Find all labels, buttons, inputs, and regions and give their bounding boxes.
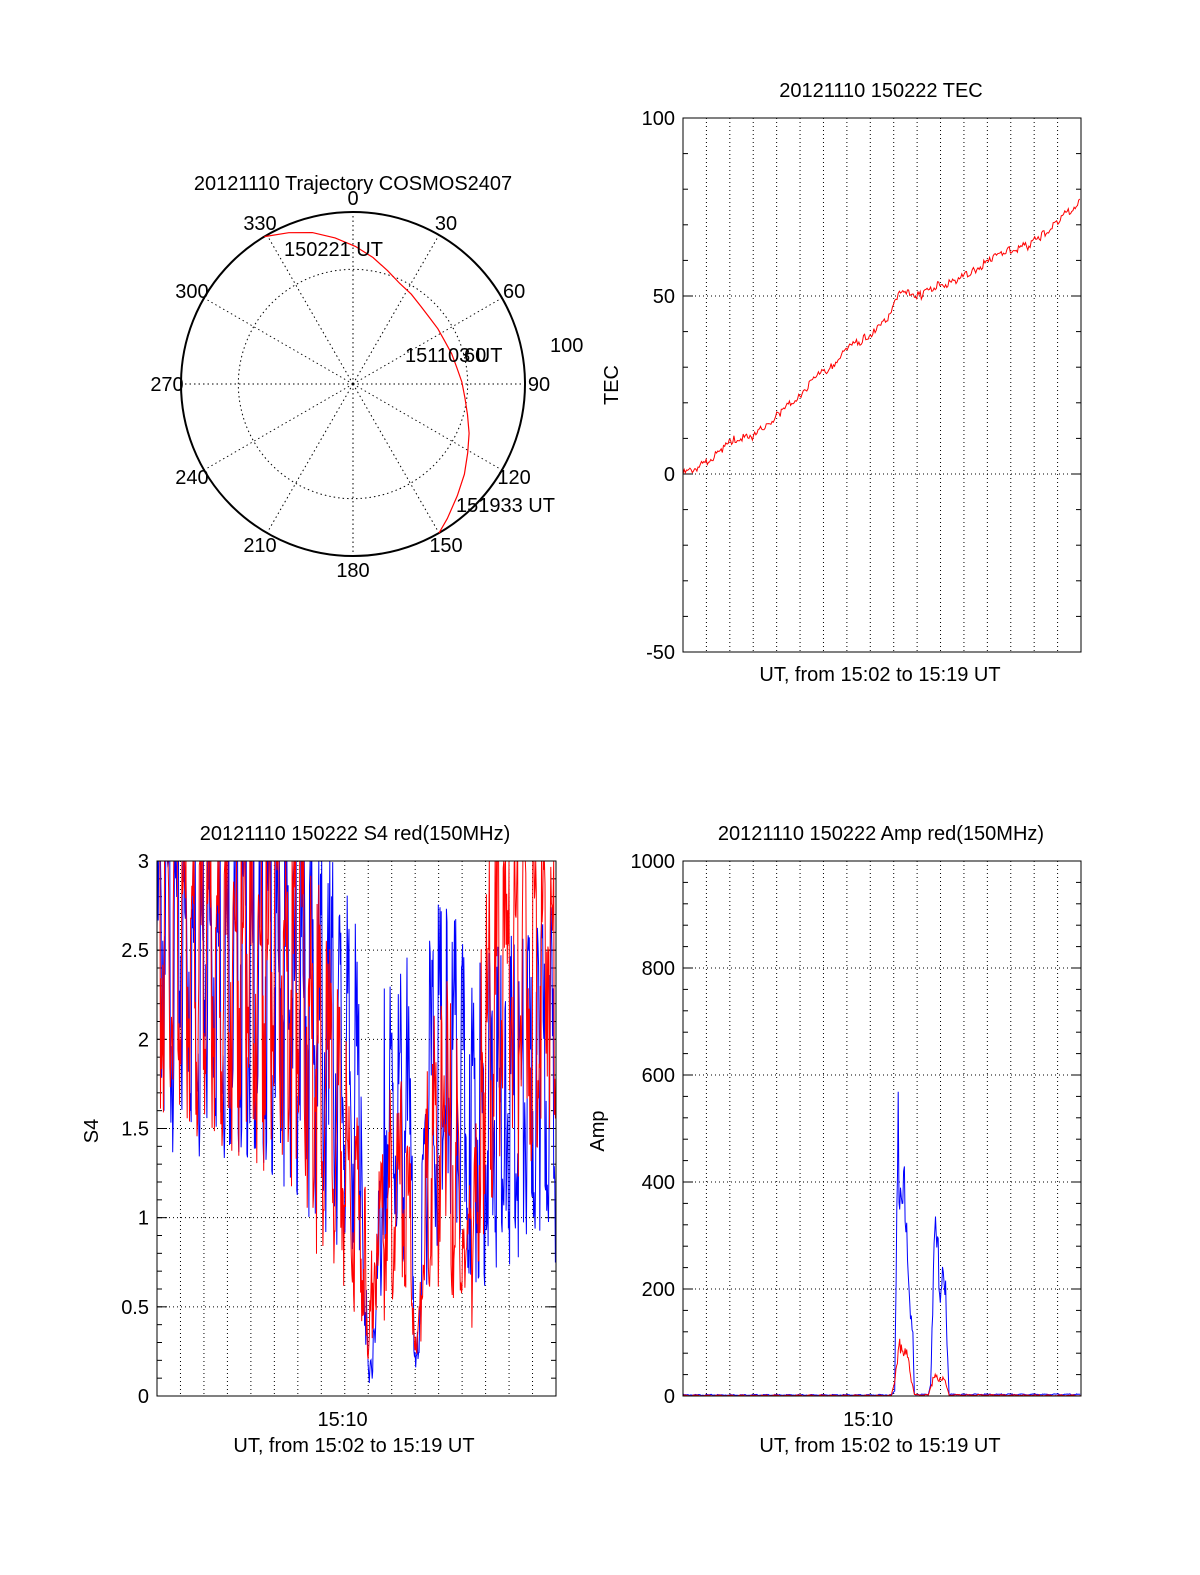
polar-spoke xyxy=(266,383,354,534)
trajectory-end-label: 151933 UT xyxy=(456,495,555,517)
tec-tick-labels: -50 0 50 100 xyxy=(642,108,675,664)
polar-angle-label: 270 xyxy=(150,374,183,396)
y-tick-label: 0 xyxy=(664,1386,675,1408)
polar-angle-label: 0 xyxy=(347,188,358,210)
x-tick-label: 15:10 xyxy=(843,1409,893,1431)
polar-angle-label: 30 xyxy=(435,213,457,235)
tec-title: 20121110 150222 TEC xyxy=(779,80,983,102)
amp-tick-labels: 0 200 400 600 800 1000 15:10 xyxy=(631,851,894,1431)
amp-title: 20121110 150222 Amp red(150MHz) xyxy=(718,823,1044,845)
polar-grid xyxy=(180,211,526,557)
x-tick-label: 15:10 xyxy=(318,1409,368,1431)
s4-chart: 20121110 150222 S4 red(150MHz) 0 0.5 1 1.5 2… xyxy=(81,823,557,1457)
polar-spoke xyxy=(203,297,354,385)
polar-spoke xyxy=(352,234,440,385)
polar-horizon-label: 100 xyxy=(550,335,583,357)
polar-angle-label: 90 xyxy=(528,374,550,396)
series-line xyxy=(683,1338,1081,1397)
polar-ring-label: 60 xyxy=(464,345,486,367)
polar-angle-label: 210 xyxy=(243,535,276,557)
s4-title: 20121110 150222 S4 red(150MHz) xyxy=(200,823,511,845)
y-tick-label: 1 xyxy=(138,1208,149,1230)
tec-ylabel: TEC xyxy=(601,365,623,405)
amp-series xyxy=(682,1091,1081,1397)
amp-plot-frame xyxy=(682,860,1082,1397)
y-tick-label: 100 xyxy=(642,108,675,130)
polar-title: 20121110 Trajectory COSMOS2407 xyxy=(194,173,512,195)
tec-xlabel: UT, from 15:02 to 15:19 UT xyxy=(759,664,1000,686)
s4-ylabel: S4 xyxy=(81,1119,103,1143)
tec-plot-frame xyxy=(682,117,1082,653)
polar-angle-label: 60 xyxy=(503,281,525,303)
series-line xyxy=(682,198,1081,475)
trajectory-polar-chart: 20121110 Trajectory COSMOS2407 0 30 60 90 12… xyxy=(150,173,583,582)
polar-angle-label: 180 xyxy=(336,560,369,582)
trajectory-start-label: 150221 UT xyxy=(284,239,383,261)
polar-angle-label: 120 xyxy=(497,467,530,489)
y-tick-label: -50 xyxy=(646,642,675,664)
s4-series xyxy=(156,860,556,1384)
tec-chart: 20121110 150222 TEC -50 0 50 100 TEC UT, fr… xyxy=(601,80,1082,686)
y-tick-label: 600 xyxy=(642,1065,675,1087)
polar-spoke xyxy=(352,383,503,471)
y-tick-label: 200 xyxy=(642,1279,675,1301)
polar-angle-label: 330 xyxy=(243,213,276,235)
y-tick-label: 50 xyxy=(653,286,675,308)
amp-chart: 20121110 150222 Amp red(150MHz) 0 200 400 6… xyxy=(587,823,1082,1457)
y-tick-label: 2 xyxy=(138,1029,149,1051)
polar-spoke xyxy=(203,383,354,471)
tec-grid xyxy=(683,117,1081,653)
amp-grid xyxy=(683,860,1081,1397)
y-tick-label: 3 xyxy=(138,851,149,873)
polar-spoke xyxy=(352,297,503,385)
y-tick-label: 1000 xyxy=(631,851,676,873)
y-tick-label: 1.5 xyxy=(121,1119,149,1141)
s4-xlabel: UT, from 15:02 to 15:19 UT xyxy=(233,1435,474,1457)
polar-angle-label: 150 xyxy=(429,535,462,557)
polar-angle-labels: 0 30 60 90 120 150 180 210 240 270 300 330 xyxy=(150,188,550,582)
y-tick-label: 0 xyxy=(664,464,675,486)
s4-plot-frame xyxy=(156,860,557,1397)
amp-xlabel: UT, from 15:02 to 15:19 UT xyxy=(759,1435,1000,1457)
tec-series xyxy=(682,198,1081,475)
polar-angle-label: 300 xyxy=(175,281,208,303)
y-tick-label: 0 xyxy=(138,1386,149,1408)
series-line xyxy=(157,860,556,1360)
trajectory-middle-label: 151103 UT xyxy=(405,345,502,367)
trajectory-line xyxy=(264,231,470,534)
y-tick-label: 800 xyxy=(642,958,675,980)
polar-spoke xyxy=(266,234,354,385)
series-line xyxy=(156,860,556,1384)
polar-spoke xyxy=(352,383,440,534)
polar-angle-label: 240 xyxy=(175,467,208,489)
amp-ylabel: Amp xyxy=(587,1110,609,1151)
y-tick-label: 400 xyxy=(642,1172,675,1194)
y-tick-label: 2.5 xyxy=(121,940,149,962)
s4-tick-labels: 0 0.5 1 1.5 2 2.5 3 15:10 xyxy=(121,851,367,1431)
series-line xyxy=(682,1091,1081,1397)
y-tick-label: 0.5 xyxy=(121,1297,149,1319)
